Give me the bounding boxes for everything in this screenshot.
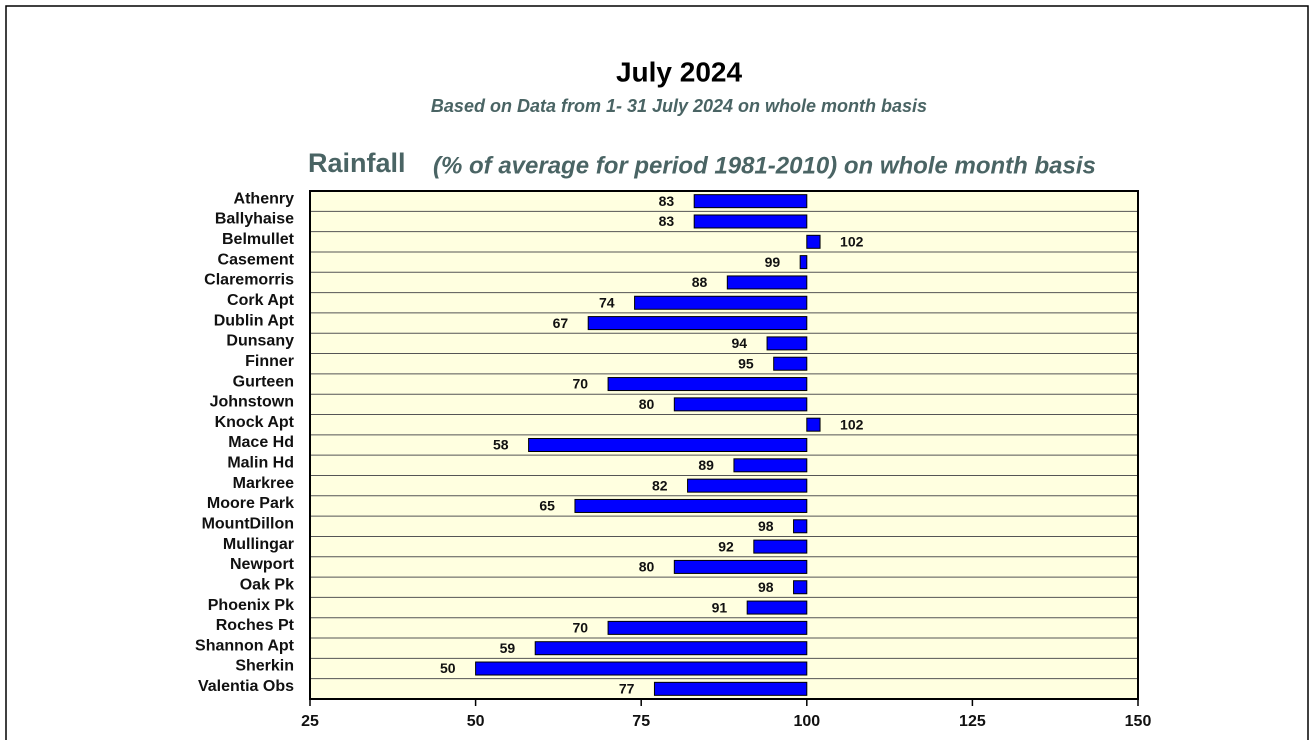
- category-label: Dunsany: [226, 333, 294, 350]
- category-label: Oak Pk: [240, 576, 294, 593]
- bar: [534, 641, 808, 656]
- chart-title: Rainfall: [308, 148, 406, 178]
- bar: [475, 661, 808, 676]
- bar: [746, 600, 808, 615]
- bar: [673, 397, 808, 412]
- page-subtitle: Based on Data from 1- 31 July 2024 on wh…: [431, 96, 927, 116]
- bar: [693, 194, 808, 209]
- value-label: 80: [639, 559, 655, 575]
- value-label: 70: [573, 620, 589, 636]
- value-label: 89: [698, 457, 714, 473]
- bar: [806, 417, 821, 432]
- bar: [793, 580, 808, 595]
- x-tick-label: 150: [1125, 713, 1152, 730]
- value-label: 95: [738, 355, 754, 371]
- category-label: Shannon Apt: [195, 637, 295, 654]
- bar: [673, 559, 808, 574]
- category-label: Mullingar: [223, 536, 294, 553]
- bar: [766, 336, 808, 351]
- plot-border: [309, 190, 1139, 700]
- category-label: Claremorris: [204, 272, 294, 289]
- category-label: Valentia Obs: [198, 678, 294, 695]
- category-label: Moore Park: [207, 495, 294, 512]
- bar: [607, 620, 808, 635]
- value-label: 70: [573, 376, 589, 392]
- value-label: 94: [731, 335, 747, 351]
- value-label: 102: [840, 234, 864, 250]
- value-label: 83: [659, 213, 675, 229]
- bar: [793, 519, 808, 534]
- value-label: 99: [765, 254, 781, 270]
- value-label: 77: [619, 681, 635, 697]
- value-label: 98: [758, 579, 774, 595]
- category-label: Athenry: [234, 190, 295, 207]
- bar: [687, 478, 808, 493]
- x-tick-label: 100: [793, 713, 820, 730]
- value-label: 59: [500, 640, 516, 656]
- value-label: 74: [599, 294, 615, 310]
- value-label: 98: [758, 518, 774, 534]
- category-label: Johnstown: [210, 394, 294, 411]
- bar: [574, 498, 808, 513]
- bar: [806, 234, 821, 249]
- category-label: Malin Hd: [227, 455, 294, 472]
- category-label: Dublin Apt: [214, 312, 295, 329]
- category-label: Belmullet: [222, 231, 295, 248]
- x-tick-label: 125: [959, 713, 986, 730]
- category-label: Newport: [230, 556, 295, 573]
- bar: [799, 255, 808, 270]
- bar: [753, 539, 808, 554]
- category-label: MountDillon: [202, 515, 294, 532]
- bar: [693, 214, 808, 229]
- category-label: Roches Pt: [216, 617, 295, 634]
- value-label: 91: [712, 599, 728, 615]
- bar: [587, 316, 808, 331]
- value-label: 67: [553, 315, 569, 331]
- x-tick-label: 75: [632, 713, 650, 730]
- x-tick-label: 50: [467, 713, 485, 730]
- value-label: 65: [539, 498, 555, 514]
- bar: [773, 356, 808, 371]
- value-label: 50: [440, 660, 456, 676]
- category-label: Knock Apt: [215, 414, 295, 431]
- bar: [528, 438, 808, 452]
- bar: [634, 295, 808, 310]
- category-label: Gurteen: [233, 373, 294, 390]
- bar: [653, 681, 808, 696]
- value-label: 58: [493, 437, 509, 453]
- value-label: 83: [659, 193, 675, 209]
- value-label: 82: [652, 477, 668, 493]
- bar: [607, 377, 808, 392]
- bar: [726, 275, 808, 290]
- chart-subtitle: (% of average for period 1981-2010) on w…: [433, 152, 1096, 179]
- category-label: Markree: [233, 475, 294, 492]
- value-label: 102: [840, 416, 864, 432]
- value-label: 88: [692, 274, 708, 290]
- category-label: Casement: [218, 251, 295, 268]
- bar: [733, 458, 808, 473]
- category-label: Ballyhaise: [215, 211, 294, 228]
- category-label: Sherkin: [235, 658, 294, 675]
- category-label: Finner: [245, 353, 294, 370]
- page-title: July 2024: [616, 56, 743, 87]
- category-label: Cork Apt: [227, 292, 295, 309]
- x-tick-label: 25: [301, 713, 319, 730]
- value-label: 92: [718, 538, 734, 554]
- category-label: Mace Hd: [228, 434, 294, 451]
- value-label: 80: [639, 396, 655, 412]
- category-label: Phoenix Pk: [208, 597, 294, 614]
